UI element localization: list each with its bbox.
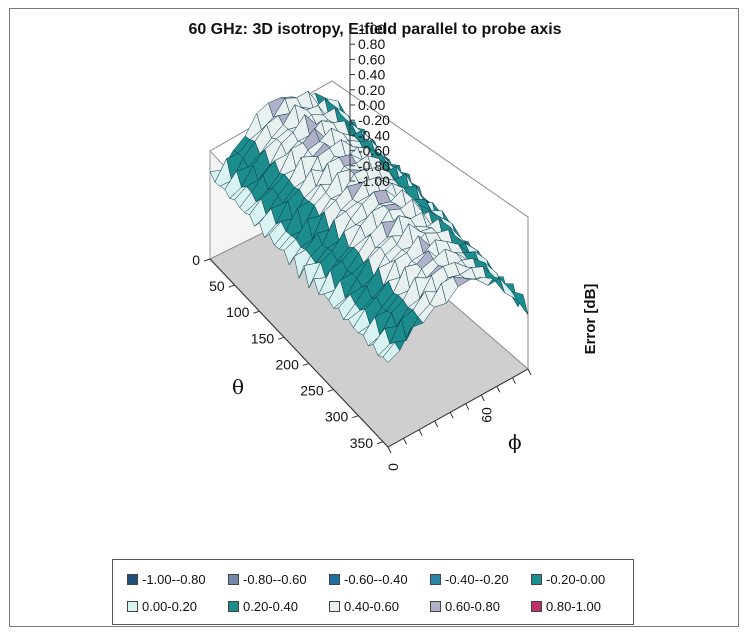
legend-label: -0.80--0.60 [243,572,307,588]
legend-swatch [329,574,340,586]
surface-cell [382,341,400,363]
legend-swatch [531,574,542,586]
legend-label: 0.20-0.40 [243,599,298,615]
z-tick-label: 0.80 [358,36,385,52]
theta-tick-label: 250 [300,383,324,399]
chart-frame: 60 GHz: 3D isotropy, E-field parallel to… [9,8,739,627]
theta-tick-label: 50 [209,278,225,294]
legend-item: 0.40-0.60 [329,598,399,614]
theta-tick-label: 200 [276,356,300,372]
theta-tick-mark [253,310,260,314]
z-tick-label: 0.40 [358,67,385,83]
legend-label: -1.00--0.80 [142,572,206,588]
z-tick-label: -1.00 [358,173,390,189]
legend: -1.00--0.80 -0.80--0.60 -0.60--0.40 -0.40--… [112,559,634,625]
legend-item: 0.20-0.40 [228,598,298,614]
error-surface [209,90,529,363]
legend-swatch [127,601,138,613]
phi-tick-mark [496,386,501,393]
z-tick-label: -0.60 [358,143,390,159]
phi-tick-mark [480,394,485,402]
phi-tick-mark [403,438,408,445]
theta-tick-label: 100 [226,304,250,320]
phi-tick-mark [449,412,454,419]
theta-tick-mark [302,362,310,366]
z-axis: 1.000.800.600.400.200.00-0.20-0.40-0.60-… [349,21,390,189]
z-tick-label: -0.80 [358,158,390,174]
theta-axis-label: θ [232,375,244,399]
phi-tick-mark [434,420,439,428]
legend-swatch [531,601,542,613]
legend-swatch [127,574,138,586]
z-tick-label: 0.00 [358,97,385,113]
z-tick-label: 0.60 [358,51,385,67]
theta-tick-mark [327,389,334,393]
phi-tick-mark [418,429,423,436]
theta-tick-label: 300 [325,409,349,425]
theta-tick-label: 150 [251,330,275,346]
legend-item: 0.60-0.80 [430,598,500,614]
legend-item: -0.20-0.00 [531,571,605,587]
theta-tick-mark [228,284,235,288]
z-tick-label: 1.00 [358,21,385,37]
legend-swatch [329,601,340,613]
theta-tick-label: 350 [350,435,374,451]
phi-axis: 0 60 [385,368,532,471]
legend-label: 0.00-0.20 [142,599,197,615]
z-tick-label: -0.40 [358,127,390,143]
chart-title: 60 GHz: 3D isotropy, E-field parallel to… [188,21,562,38]
legend-swatch [430,601,441,613]
z-axis-label: Error [dB] [582,284,599,355]
legend-swatch [430,574,441,586]
phi-axis-label: ϕ [508,430,522,454]
legend-item: -0.40--0.20 [430,571,509,587]
phi-tick-label: 0 [385,463,401,471]
legend-item: -1.00--0.80 [127,571,206,587]
legend-label: -0.20-0.00 [546,572,606,588]
z-tick-label: 0.20 [358,82,385,98]
legend-swatch [228,574,239,586]
legend-item: -0.80--0.60 [228,571,307,587]
phi-tick-mark [511,377,516,384]
phi-tick-mark [387,446,392,454]
legend-item: -0.60--0.40 [329,571,408,587]
theta-tick-mark [278,336,285,340]
theta-tick-mark [203,258,211,262]
legend-label: 0.60-0.80 [445,599,500,615]
theta-tick-mark [352,415,359,419]
legend-label: -0.60--0.40 [344,572,408,588]
theta-tick-label: 0 [192,252,200,268]
phi-tick-mark [527,368,532,376]
phi-tick-mark [465,403,470,410]
legend-label: -0.40--0.20 [445,572,509,588]
theta-tick-mark [376,441,384,445]
phi-axis-line [387,368,529,448]
legend-label: 0.40-0.60 [344,599,399,615]
legend-item: 0.80-1.00 [531,598,601,614]
phi-tick-label: 60 [478,407,494,423]
legend-item: 0.00-0.20 [127,598,197,614]
surface-plot: 1.000.800.600.400.200.00-0.20-0.40-0.60-… [192,21,599,471]
legend-swatch [228,601,239,613]
legend-label: 0.80-1.00 [546,599,601,615]
z-tick-label: -0.20 [358,112,390,128]
